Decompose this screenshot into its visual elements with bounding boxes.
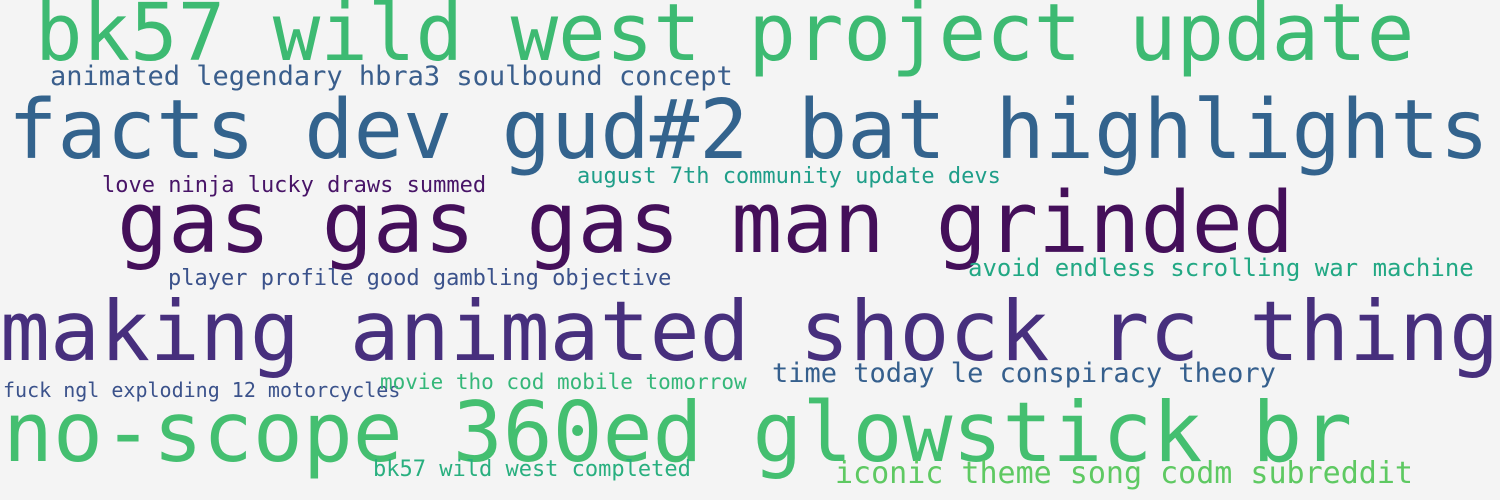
phrase-bk57-wild-west-project-update: bk57 wild west project update [35,0,1415,79]
phrase-bk57-wild-west-completed: bk57 wild west completed [373,457,691,482]
phrase-fuck-ngl-exploding-motorcycles: fuck ngl exploding 12 motorcycles [3,378,401,402]
phrase-time-today-conspiracy-theory: time today le conspiracy theory [772,358,1276,389]
phrase-iconic-theme-song-codm: iconic theme song codm subreddit [835,456,1413,491]
phrase-love-ninja-lucky-draws: love ninja lucky draws summed [102,173,487,198]
phrase-gas-gas-gas-man-grinded: gas gas gas man grinded [117,174,1295,273]
phrase-facts-dev-gud-bat-highlights: facts dev gud#2 bat highlights [8,83,1490,178]
phrase-player-profile-gambling: player profile good gambling objective [168,266,672,291]
phrase-avoid-endless-scrolling: avoid endless scrolling war machine [968,254,1474,282]
phrase-movie-tho-cod-mobile: movie tho cod mobile tomorrow [380,370,747,394]
phrase-no-scope-360ed-glowstick-br: no-scope 360ed glowstick br [3,384,1353,481]
phrase-august-7th-community-update: august 7th community update devs [577,164,1001,189]
phrase-animated-legendary-concept: animated legendary hbra3 soulbound conce… [50,61,733,92]
phrase-making-animated-shock-rc-thing: making animated shock rc thing [0,283,1500,380]
